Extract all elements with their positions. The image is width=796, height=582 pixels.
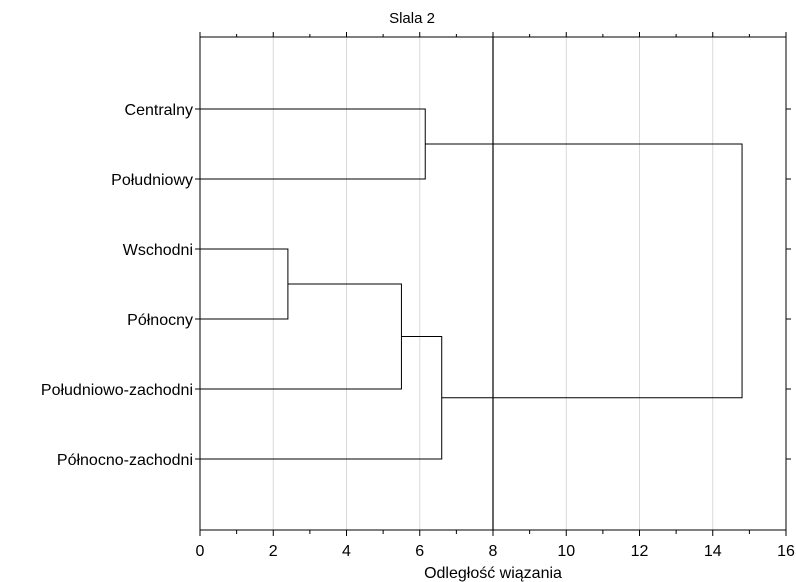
x-tick-label: 8 (489, 543, 498, 560)
dendrogram-link (200, 108, 426, 180)
x-tick-label: 12 (631, 543, 649, 560)
x-tick-label: 0 (196, 543, 205, 560)
axis-ticks (195, 32, 791, 536)
dendrogram-links (200, 108, 743, 460)
leaf-label: Centralny (125, 102, 193, 119)
leaf-label: Północno-zachodni (57, 452, 193, 469)
x-axis-label: Odległość wiązania (424, 565, 562, 582)
dendrogram-link (200, 336, 443, 460)
x-tick-label: 2 (269, 543, 278, 560)
x-tick-label: 16 (777, 543, 795, 560)
leaf-label: Północny (127, 312, 193, 329)
x-tick-label: 14 (704, 543, 722, 560)
leaf-labels: Centralny Południowy Wschodni Północny Połud… (41, 102, 193, 469)
x-tick-label: 4 (342, 543, 351, 560)
x-tick-label: 6 (415, 543, 424, 560)
x-tick-labels: 0 2 4 6 8 10 12 14 16 (196, 543, 795, 560)
leaf-label: Południowy (111, 172, 193, 189)
leaf-label: Południowo-zachodni (41, 382, 193, 399)
dendrogram-link (200, 283, 402, 390)
dendrogram-link (425, 143, 743, 399)
leaf-label: Wschodni (123, 242, 193, 259)
dendrogram-link (200, 248, 289, 320)
x-tick-label: 10 (557, 543, 575, 560)
chart-title: Slala 2 (389, 10, 435, 27)
